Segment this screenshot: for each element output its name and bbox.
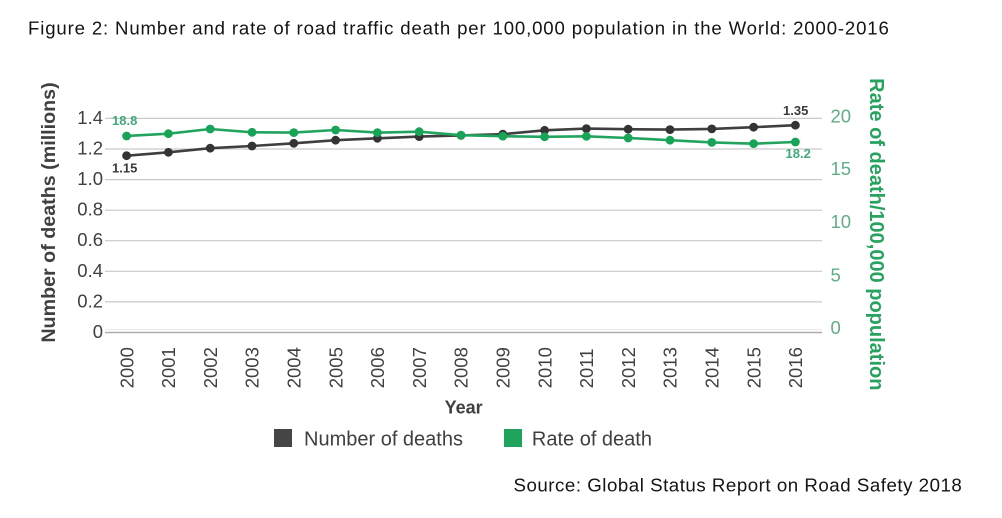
svg-text:2012: 2012 [618,347,639,388]
svg-text:20: 20 [831,106,852,127]
svg-text:1.0: 1.0 [77,168,103,189]
svg-text:Rate of death: Rate of death [532,429,652,451]
svg-text:2013: 2013 [660,347,681,388]
svg-text:2014: 2014 [702,347,723,388]
svg-text:15: 15 [831,158,852,179]
svg-text:2004: 2004 [284,347,305,388]
svg-text:1.35: 1.35 [783,103,808,118]
svg-text:1.4: 1.4 [77,107,103,128]
svg-text:2008: 2008 [451,347,472,388]
svg-text:1.15: 1.15 [112,161,137,176]
svg-text:2016: 2016 [785,347,806,388]
svg-text:10: 10 [831,211,852,232]
svg-text:5: 5 [831,264,841,285]
svg-text:2015: 2015 [743,347,764,388]
svg-text:Number of deaths (millions): Number of deaths (millions) [38,82,60,342]
svg-text:0.8: 0.8 [77,199,103,220]
svg-text:2001: 2001 [158,347,179,388]
svg-text:0: 0 [93,321,103,342]
svg-text:2000: 2000 [116,347,137,388]
svg-text:Year: Year [445,397,483,417]
svg-text:0.4: 0.4 [77,260,103,281]
svg-text:Source: Global Status Report o: Source: Global Status Report on Road Saf… [514,474,963,495]
svg-text:Number of deaths: Number of deaths [304,429,463,451]
svg-text:2005: 2005 [325,347,346,388]
svg-text:Figure 2: Number and rate of r: Figure 2: Number and rate of road traffi… [28,17,890,38]
svg-text:0.2: 0.2 [77,290,103,311]
svg-text:2002: 2002 [200,347,221,388]
svg-text:0: 0 [831,317,841,338]
svg-text:2011: 2011 [576,349,597,389]
svg-text:2003: 2003 [242,347,263,388]
svg-text:2009: 2009 [493,347,514,388]
svg-text:2006: 2006 [367,347,388,388]
svg-text:2007: 2007 [409,347,430,388]
svg-text:0.6: 0.6 [77,229,103,250]
svg-text:18.2: 18.2 [786,146,811,161]
svg-text:Rate of death/100,000 populati: Rate of death/100,000 population [865,78,887,390]
svg-text:1.2: 1.2 [77,138,103,159]
svg-text:18.8: 18.8 [112,113,137,128]
svg-text:2010: 2010 [534,347,555,388]
